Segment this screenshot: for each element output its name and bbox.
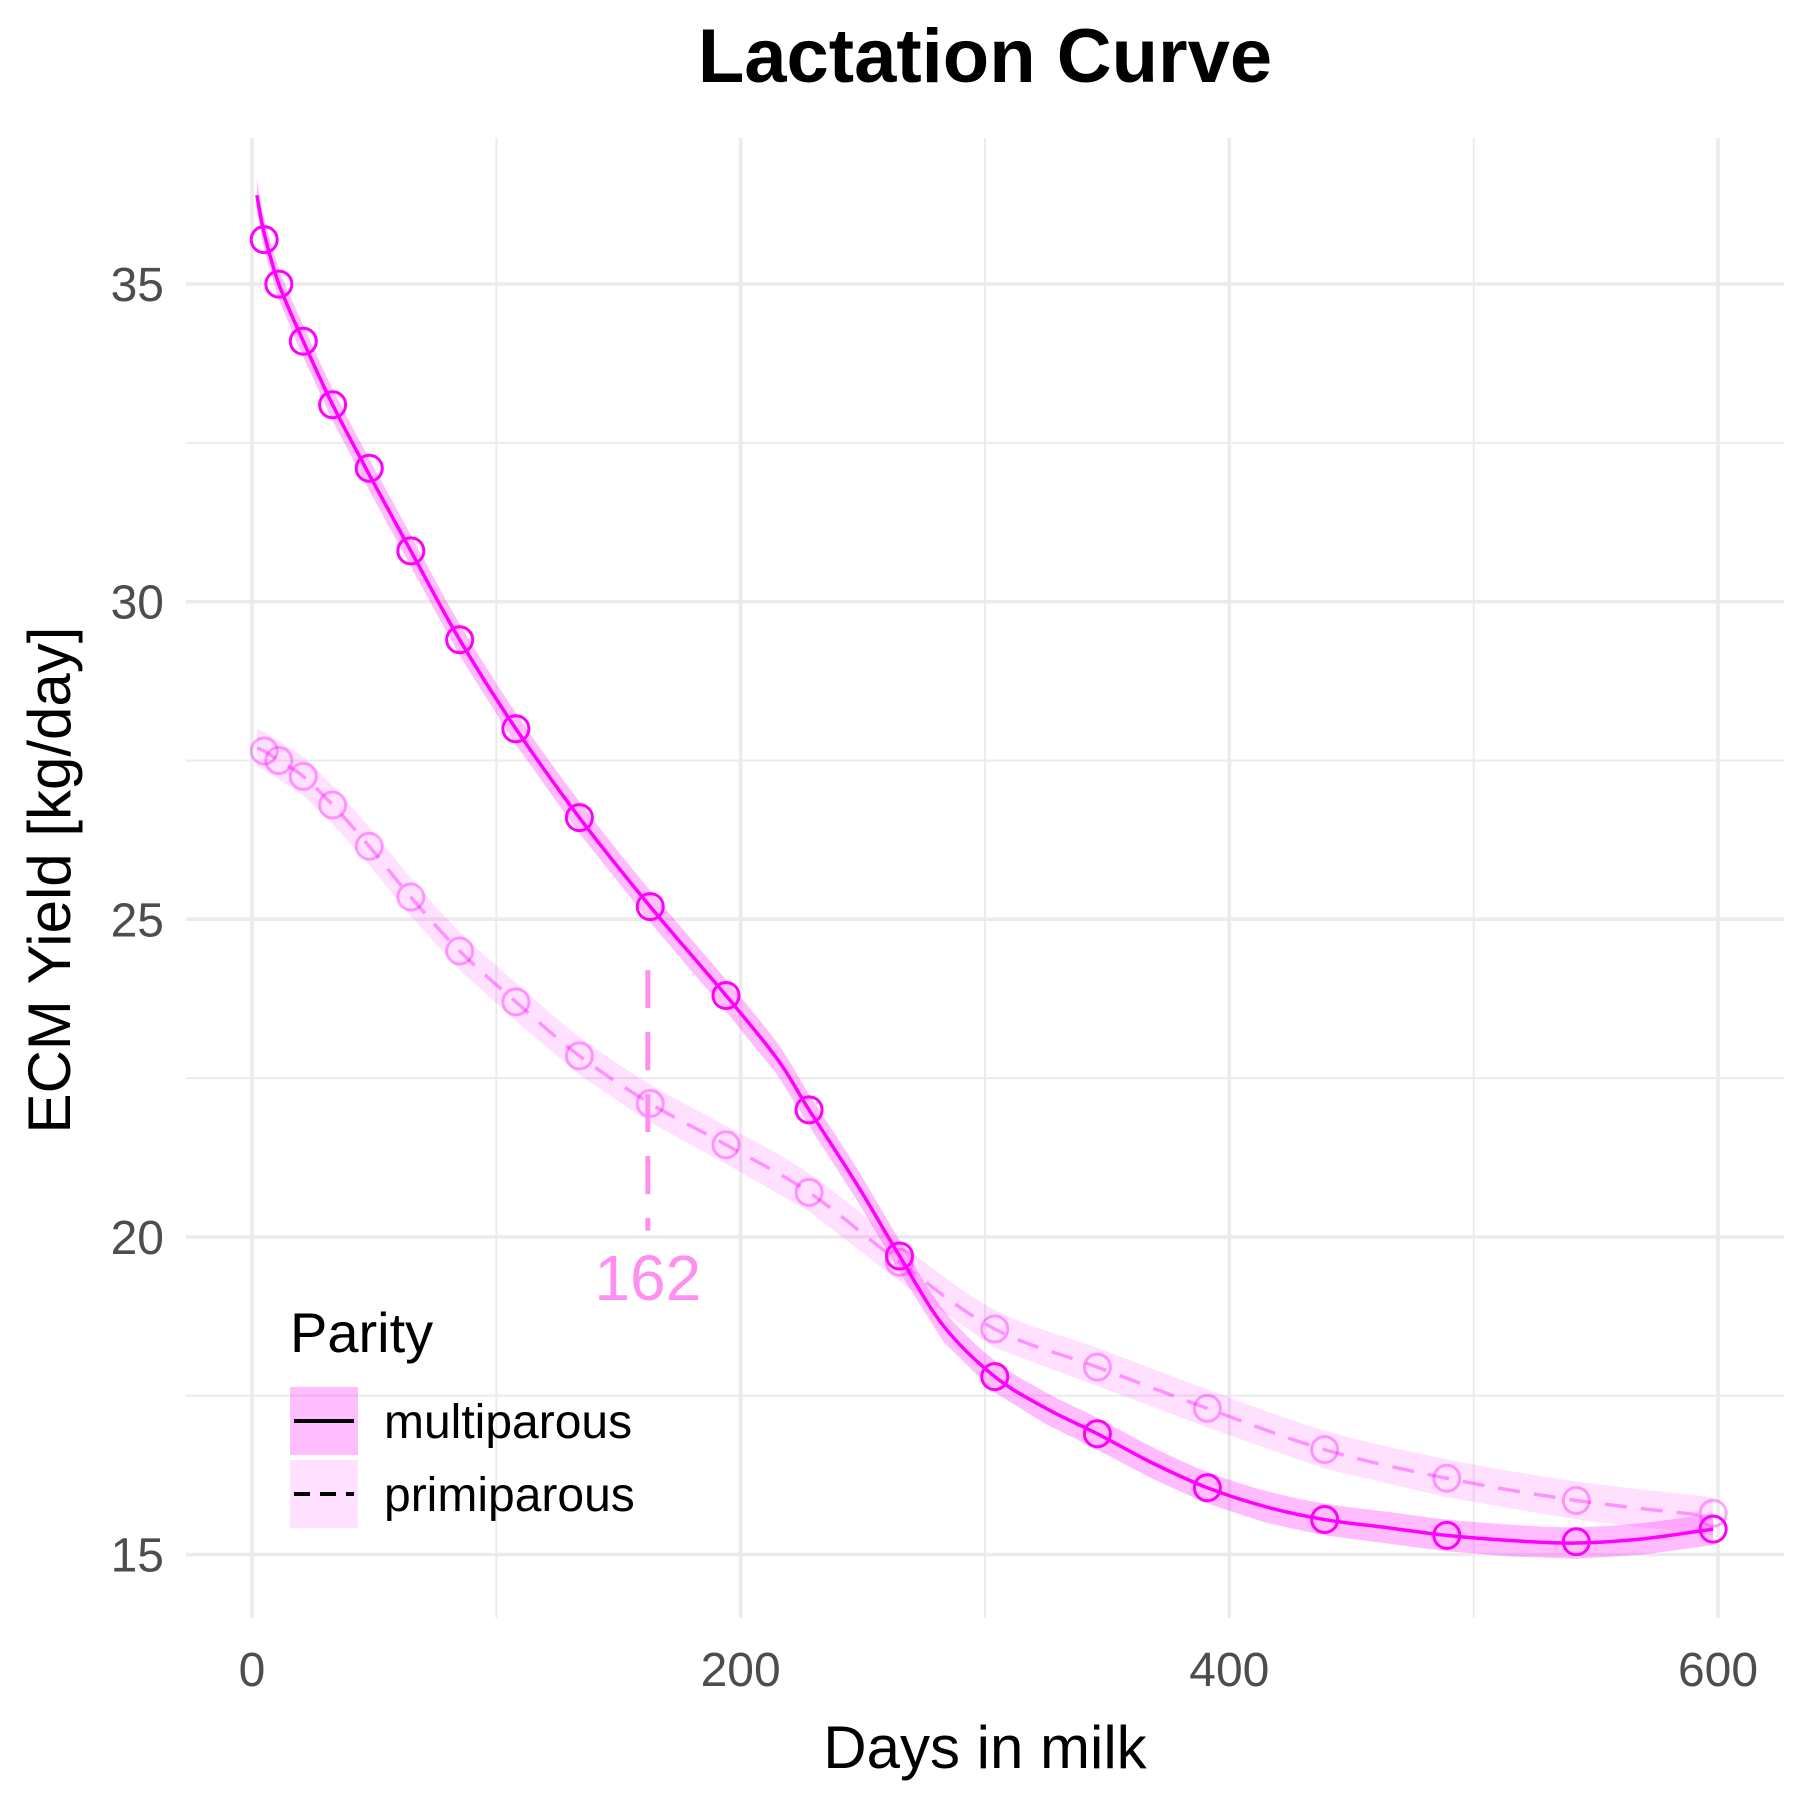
multiparous-point — [249, 225, 279, 255]
chart-title: Lactation Curve — [698, 14, 1272, 99]
primiparous-curve — [256, 746, 1714, 1519]
primiparous-point — [980, 1314, 1010, 1344]
primiparous-point — [1698, 1498, 1728, 1528]
multiparous-point — [980, 1362, 1010, 1392]
y-tick-label: 25 — [111, 894, 164, 947]
multiparous-point — [1082, 1419, 1112, 1449]
primiparous-point — [288, 761, 318, 791]
multiparous-point — [318, 390, 348, 420]
primiparous-point — [1561, 1485, 1591, 1515]
primiparous-point — [1082, 1352, 1112, 1382]
multiparous-point — [354, 453, 384, 483]
legend-label-multiparous: multiparous — [384, 1396, 632, 1449]
annotations: 162 — [594, 970, 701, 1314]
data-points — [249, 225, 1728, 1557]
legend: Parity multiparous primiparous — [290, 1301, 635, 1528]
multiparous-point — [1192, 1473, 1222, 1503]
primiparous-point — [1310, 1435, 1340, 1465]
primiparous-point — [445, 936, 475, 966]
x-axis-title: Days in milk — [823, 1714, 1147, 1781]
multiparous-point — [445, 625, 475, 655]
multiparous-point — [794, 1095, 824, 1125]
primiparous-point — [711, 1130, 741, 1160]
primiparous-point — [501, 987, 531, 1017]
multiparous-point — [264, 269, 294, 299]
y-tick-label: 15 — [111, 1529, 164, 1582]
annotation-label: 162 — [594, 1242, 701, 1314]
multiparous-point — [501, 714, 531, 744]
multiparous-point — [1561, 1527, 1591, 1557]
primiparous-point — [318, 790, 348, 820]
x-tick-label: 0 — [239, 1644, 266, 1697]
y-tick-label: 35 — [111, 259, 164, 312]
multiparous-point — [711, 981, 741, 1011]
multiparous-point — [564, 803, 594, 833]
x-axis-ticks: 0 200 400 600 — [239, 1644, 1758, 1697]
y-tick-label: 30 — [111, 577, 164, 630]
x-tick-label: 400 — [1189, 1644, 1269, 1697]
primiparous-point — [1432, 1463, 1462, 1493]
multiparous-point — [288, 326, 318, 356]
multiparous-point — [1310, 1505, 1340, 1535]
legend-label-primiparous: primiparous — [384, 1469, 635, 1522]
multiparous-point — [1432, 1520, 1462, 1550]
multiparous-point — [884, 1241, 914, 1271]
y-axis-ticks: 15 20 25 30 35 — [111, 259, 164, 1582]
primiparous-point — [354, 831, 384, 861]
primiparous-point — [564, 1041, 594, 1071]
primiparous-point — [794, 1177, 824, 1207]
grid — [186, 138, 1784, 1618]
y-tick-label: 20 — [111, 1212, 164, 1265]
multiparous-point — [1698, 1514, 1728, 1544]
multiparous-point — [396, 536, 426, 566]
primiparous-point — [396, 882, 426, 912]
multiparous-point — [635, 892, 665, 922]
primiparous-point — [249, 736, 279, 766]
primiparous-point — [1192, 1393, 1222, 1423]
y-axis-title: ECM Yield [kg/day] — [16, 627, 83, 1134]
x-tick-label: 600 — [1678, 1644, 1758, 1697]
primiparous-point — [884, 1247, 914, 1277]
x-tick-label: 200 — [701, 1644, 781, 1697]
primiparous-point — [264, 745, 294, 775]
legend-title: Parity — [290, 1301, 433, 1364]
